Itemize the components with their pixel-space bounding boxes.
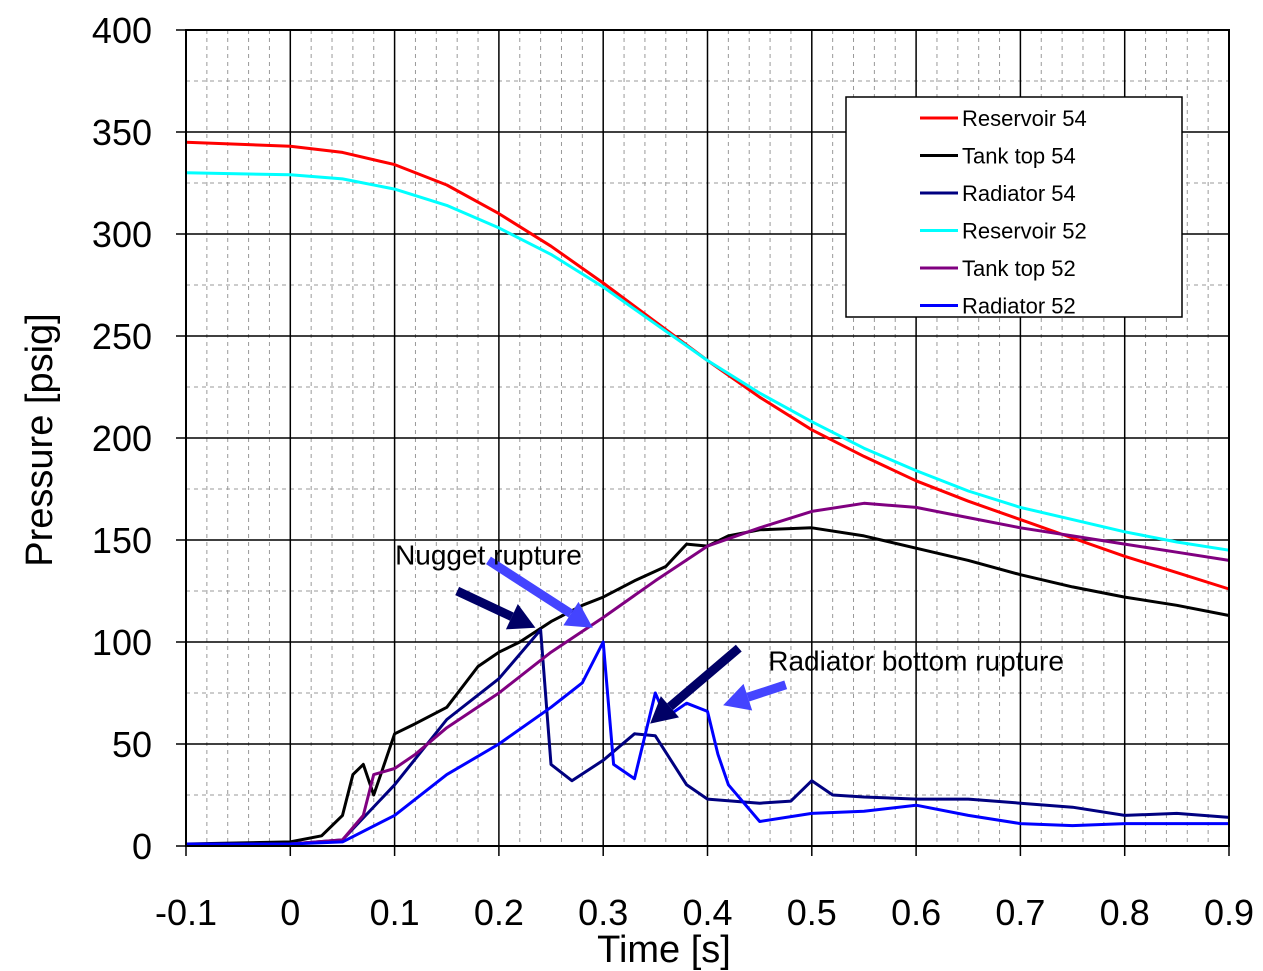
x-axis-ticks: -0.1 0 0.1 0.2 0.3 0.4 0.5 0.6 0.7 0.8 0.9 bbox=[155, 846, 1254, 933]
y-tick-label: 300 bbox=[92, 214, 152, 255]
series-line-radiator-52 bbox=[186, 640, 1229, 846]
legend-label: Tank top 54 bbox=[962, 144, 1076, 169]
x-tick-label: 0.2 bbox=[474, 892, 524, 933]
annotation-arrow-head bbox=[650, 696, 680, 724]
legend-label: Reservoir 54 bbox=[962, 106, 1087, 131]
series-line-tank-top-52 bbox=[186, 501, 1230, 846]
annotation-arrow-head bbox=[505, 603, 536, 630]
annotation-label: Radiator bottom rupture bbox=[768, 646, 1064, 677]
annotation-arrow-shaft bbox=[486, 556, 574, 618]
legend-label: Tank top 52 bbox=[962, 256, 1076, 281]
y-tick-label: 250 bbox=[92, 316, 152, 357]
annotation-arrow-shaft bbox=[746, 680, 788, 702]
arrow-layer bbox=[455, 556, 788, 724]
series-line-tank-top-54 bbox=[185, 526, 1230, 846]
x-tick-label: 0.7 bbox=[995, 892, 1045, 933]
annotation-arrow-shaft bbox=[455, 586, 514, 621]
y-tick-label: 0 bbox=[132, 826, 152, 867]
annotation-arrow-head bbox=[723, 683, 753, 711]
annotation-label: Nugget rupture bbox=[395, 539, 582, 570]
annotation-arrow-head bbox=[563, 601, 593, 628]
x-tick-label: -0.1 bbox=[155, 892, 217, 933]
y-tick-label: 100 bbox=[92, 622, 152, 663]
x-tick-label: 0.8 bbox=[1100, 892, 1150, 933]
x-tick-label: 0.9 bbox=[1204, 892, 1254, 933]
legend: Reservoir 54 Tank top 54 Radiator 54 Reserv… bbox=[845, 96, 1183, 319]
x-tick-label: 0.1 bbox=[370, 892, 420, 933]
x-tick-label: 0.5 bbox=[787, 892, 837, 933]
y-axis-title: Pressure [psig] bbox=[19, 313, 61, 566]
series-line-radiator-54 bbox=[186, 628, 1230, 846]
annotations: Nugget rupture Radiator bottom rupture bbox=[395, 539, 1064, 676]
y-tick-label: 400 bbox=[92, 10, 152, 51]
annotation-arrow-shaft bbox=[667, 644, 742, 711]
x-tick-label: 0 bbox=[280, 892, 300, 933]
x-tick-label: 0.4 bbox=[682, 892, 732, 933]
x-tick-label: 0.6 bbox=[891, 892, 941, 933]
series-layer bbox=[185, 140, 1230, 846]
x-tick-label: 0.3 bbox=[578, 892, 628, 933]
y-tick-label: 50 bbox=[112, 724, 152, 765]
legend-label: Radiator 52 bbox=[962, 294, 1076, 319]
series-line-reservoir-52 bbox=[185, 171, 1230, 552]
y-tick-label: 200 bbox=[92, 418, 152, 459]
y-tick-label: 150 bbox=[92, 520, 152, 561]
legend-label: Reservoir 52 bbox=[962, 219, 1087, 244]
legend-box bbox=[845, 96, 1183, 318]
x-axis-title: Time [s] bbox=[597, 929, 731, 971]
y-axis-ticks: 0 50 100 150 200 250 300 350 400 bbox=[92, 10, 186, 867]
y-tick-label: 350 bbox=[92, 112, 152, 153]
legend-label: Radiator 54 bbox=[962, 181, 1076, 206]
